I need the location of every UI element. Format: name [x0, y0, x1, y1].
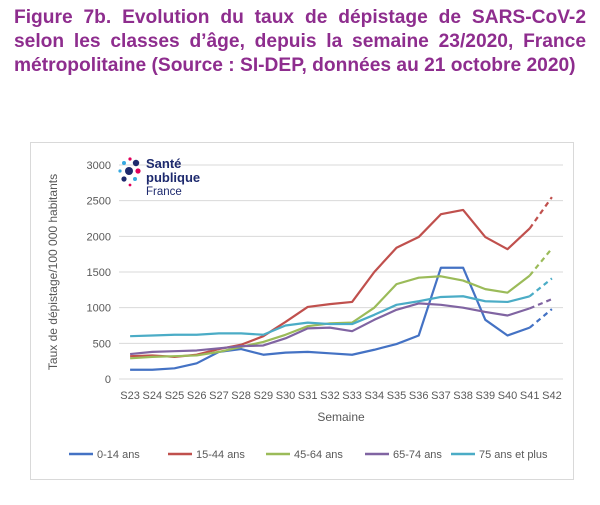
chart-frame: 0 500 1000 1500 2000 2500 3000 S23 S24 S25 S26 S27… [30, 142, 574, 480]
legend-label: 0-14 ans [97, 449, 140, 461]
x-tick-label: S28 [231, 390, 251, 402]
legend-label: 15-44 ans [196, 449, 245, 461]
series-line-1 [130, 266, 531, 371]
x-tick-label: S42 [542, 390, 562, 402]
y-tick-label: 2500 [87, 196, 111, 208]
x-tick-label: S31 [298, 390, 318, 402]
x-tick-label: S24 [143, 390, 163, 402]
series-lines [129, 196, 553, 371]
y-tick-label: 1000 [87, 303, 111, 315]
series-line-5 [130, 295, 530, 338]
y-axis-title: Taux de dépistage/100 000 habitants [46, 174, 60, 370]
x-tick-label: S41 [520, 390, 540, 402]
x-tick-label: S26 [187, 390, 207, 402]
x-tick-label: S30 [276, 390, 296, 402]
y-tick-label: 0 [105, 374, 111, 386]
x-tick-label: S37 [431, 390, 451, 402]
logo-line1: Santé [146, 156, 181, 171]
logo-dots-icon [118, 157, 141, 187]
x-tick-label: S23 [120, 390, 140, 402]
legend: 0-14 ans 15-44 ans 45-64 ans 65-74 ans 75 an… [69, 449, 548, 461]
x-tick-label: S40 [498, 390, 518, 402]
x-tick-label: S34 [365, 390, 385, 402]
series-line-4 [129, 302, 531, 356]
y-tick-label: 3000 [87, 160, 111, 172]
line-chart: 0 500 1000 1500 2000 2500 3000 S23 S24 S25 S26 S27… [46, 156, 563, 461]
series-line-3 [130, 274, 531, 360]
x-tick-label: S35 [387, 390, 407, 402]
x-tick-label: S27 [209, 390, 229, 402]
figure-title: Figure 7b. Evolution du taux de dépistag… [14, 7, 586, 76]
series-dashed-segment-4 [529, 298, 553, 310]
grid-lines [119, 164, 563, 380]
x-tick-label: S33 [342, 390, 362, 402]
x-axis-title: Semaine [317, 410, 365, 424]
logo: Santé publique France [118, 156, 200, 198]
y-tick-label: 2000 [87, 231, 111, 243]
x-tick-label: S29 [254, 390, 274, 402]
legend-label: 75 ans et plus [479, 449, 548, 461]
y-tick-label: 1500 [87, 267, 111, 279]
y-tick-label: 500 [93, 338, 111, 350]
x-tick-label: S32 [320, 390, 340, 402]
x-axis-ticks: S23 S24 S25 S26 S27 S28 S29 S30 S31 S32 S33 S34 S35 S… [120, 390, 561, 402]
x-tick-label: S38 [453, 390, 473, 402]
series-dashed-segment-1 [528, 308, 553, 329]
x-tick-label: S39 [476, 390, 496, 402]
legend-label: 45-64 ans [294, 449, 343, 461]
logo-line3: France [146, 186, 182, 198]
logo-line2: publique [146, 170, 200, 185]
series-dashed-segment-2 [528, 196, 553, 230]
series-dashed-segment-5 [529, 277, 553, 298]
legend-label: 65-74 ans [393, 449, 442, 461]
y-axis-ticks: 0 500 1000 1500 2000 2500 3000 [87, 160, 111, 386]
x-tick-label: S25 [165, 390, 185, 402]
x-tick-label: S36 [409, 390, 429, 402]
series-dashed-segment-3 [528, 247, 553, 277]
